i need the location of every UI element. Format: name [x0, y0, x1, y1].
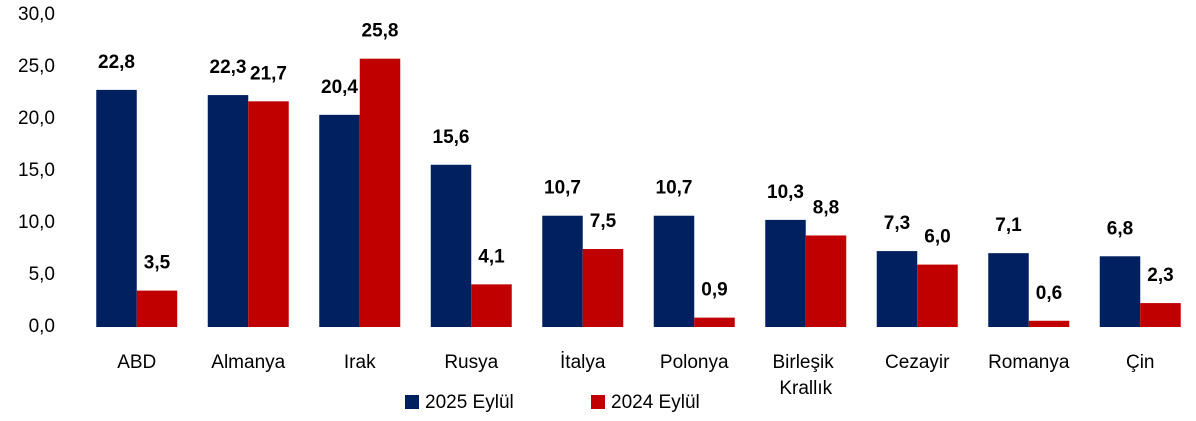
bar [917, 264, 958, 327]
value-label: 20,4 [321, 77, 358, 98]
x-tick-label: İtalya [560, 352, 606, 373]
bar [136, 290, 178, 327]
value-label: 22,8 [98, 52, 135, 73]
value-label: 8,8 [813, 197, 839, 218]
y-tick-label: 0,0 [29, 316, 55, 337]
x-tick-label: Romanya [988, 352, 1070, 373]
x-tick-label: Cezayir [885, 352, 950, 373]
bar [96, 89, 137, 327]
y-tick-label: 20,0 [18, 108, 55, 129]
bar [653, 215, 695, 327]
value-label: 7,1 [995, 215, 1022, 236]
bar [207, 95, 249, 327]
value-label: 0,6 [1036, 283, 1062, 304]
y-tick-label: 30,0 [18, 4, 55, 25]
y-tick-label: 10,0 [18, 212, 55, 233]
x-tick-label: Rusya [444, 352, 498, 373]
bar [876, 251, 918, 327]
bar [765, 219, 806, 327]
value-label: 10,7 [656, 178, 693, 199]
value-label: 2,3 [1147, 265, 1173, 286]
value-label: 7,3 [884, 213, 910, 234]
bar [805, 235, 847, 327]
value-label: 6,8 [1107, 218, 1133, 239]
bar [359, 58, 401, 328]
x-tick-label: Birleşik Krallık [772, 352, 839, 399]
value-label: 25,8 [362, 21, 399, 42]
y-tick-label: 25,0 [18, 56, 55, 77]
value-label: 0,9 [701, 280, 727, 301]
legend-label: 2025 Eylül [425, 392, 514, 413]
bar [1028, 320, 1070, 327]
bar [319, 114, 360, 327]
x-tick-label: Polonya [660, 352, 729, 373]
bar [582, 249, 624, 327]
x-tick-label: Çin [1126, 352, 1155, 373]
value-label: 15,6 [433, 127, 470, 148]
bar [430, 164, 472, 327]
legend-label: 2024 Eylül [611, 392, 700, 413]
bar [694, 317, 735, 327]
value-label: 6,0 [924, 227, 950, 248]
legend-swatch [405, 395, 419, 409]
bar [1099, 256, 1141, 327]
y-tick-label: 5,0 [29, 264, 55, 285]
value-label: 22,3 [210, 57, 247, 78]
bar [542, 215, 583, 327]
legend-swatch [591, 395, 605, 409]
value-label: 10,3 [767, 182, 804, 203]
value-label: 3,5 [144, 253, 171, 274]
value-label: 21,7 [250, 63, 287, 84]
value-label: 7,5 [590, 211, 617, 232]
bar [471, 284, 512, 327]
x-tick-label: Irak [344, 352, 376, 373]
x-tick-label: Almanya [211, 352, 285, 373]
bar [248, 101, 289, 327]
y-tick-label: 15,0 [18, 160, 55, 181]
bar [988, 253, 1029, 327]
x-tick-label: ABD [117, 352, 156, 373]
bar [1140, 303, 1181, 327]
value-label: 4,1 [478, 246, 505, 267]
value-label: 10,7 [544, 178, 581, 199]
